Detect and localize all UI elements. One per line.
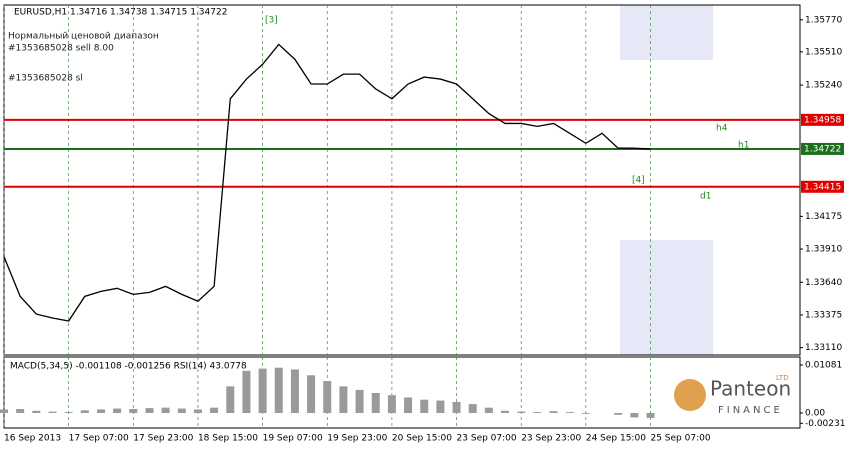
chart-title: EURUSD,H1 1.34716 1.34738 1.34715 1.3472… xyxy=(14,8,227,18)
x-tick-label: 19 Sep 07:00 xyxy=(263,434,323,444)
macd-bar xyxy=(129,408,138,413)
annotation: #1353685028 sell 8.00 xyxy=(8,44,114,54)
macd-bar xyxy=(193,409,202,413)
macd-bar xyxy=(226,386,235,413)
annotation: [3] xyxy=(265,16,278,26)
y-tick-label: 1.35510 xyxy=(805,47,842,57)
annotation: d1 xyxy=(700,192,711,202)
level-label-bg xyxy=(801,142,844,155)
macd-bar xyxy=(404,397,413,413)
macd-bar xyxy=(436,400,445,413)
x-tick-label: 20 Sep 15:00 xyxy=(392,434,452,444)
level-label-bg xyxy=(801,113,844,126)
y-tick-label: 1.33375 xyxy=(805,310,842,320)
x-tick-label: 23 Sep 07:00 xyxy=(457,434,517,444)
logo: Panteon FINANCE LTD xyxy=(674,374,791,416)
macd-bar xyxy=(517,411,526,413)
macd-bar xyxy=(565,412,574,413)
macd-bar xyxy=(387,395,396,413)
macd-bar xyxy=(177,408,186,413)
session-box xyxy=(620,5,713,60)
x-tick-label: 17 Sep 07:00 xyxy=(69,434,129,444)
macd-bar xyxy=(145,408,154,413)
macd-bar xyxy=(501,410,510,413)
macd-bar xyxy=(549,411,558,413)
macd-bar xyxy=(161,407,170,413)
level-label: 1.34415 xyxy=(804,182,841,192)
macd-bar xyxy=(581,412,590,414)
y-tick-label: 1.35770 xyxy=(805,15,842,25)
annotation: h4 xyxy=(716,124,728,134)
macd-bar xyxy=(339,386,348,413)
macd-bar xyxy=(48,411,57,413)
macd-bar xyxy=(630,412,639,418)
macd-bar xyxy=(371,393,380,413)
x-tick-label: 19 Sep 23:00 xyxy=(327,434,387,444)
y-tick-label: 0.01081 xyxy=(805,360,842,370)
logo-icon xyxy=(674,379,706,411)
y-tick-label: 1.35240 xyxy=(805,81,842,91)
annotation: #1353685028 sl xyxy=(8,74,83,84)
macd-bar xyxy=(420,399,429,413)
macd-bar xyxy=(242,370,251,413)
macd-bar xyxy=(113,408,122,413)
y-tick-label: 1.33640 xyxy=(805,278,842,288)
macd-bar xyxy=(258,368,267,413)
x-tick-label: 24 Sep 15:00 xyxy=(586,434,646,444)
annotation: [4] xyxy=(632,176,645,186)
macd-bar xyxy=(307,375,316,413)
logo-name: Panteon xyxy=(710,377,791,401)
x-tick-label: 16 Sep 2013 xyxy=(4,434,61,444)
x-tick-label: 17 Sep 23:00 xyxy=(133,434,193,444)
macd-bar xyxy=(290,369,299,413)
level-label-bg xyxy=(801,180,844,193)
y-tick-label: 1.34175 xyxy=(805,212,842,222)
macd-bar xyxy=(355,389,364,413)
level-label: 1.34722 xyxy=(804,144,841,154)
logo-badge: LTD xyxy=(776,374,789,382)
macd-bar xyxy=(646,412,655,418)
y-tick-label: 0.00 xyxy=(805,408,825,418)
macd-bar xyxy=(96,409,105,413)
macd-bar xyxy=(452,401,461,413)
y-tick-label: 1.33110 xyxy=(805,343,842,353)
macd-bar xyxy=(323,381,332,413)
macd-bar xyxy=(0,409,8,413)
level-label: 1.34958 xyxy=(804,115,841,125)
logo-sub: FINANCE xyxy=(718,405,783,416)
macd-bar xyxy=(210,407,219,413)
macd-bar xyxy=(484,407,493,413)
macd-bar xyxy=(64,412,73,413)
price-line xyxy=(3,43,651,322)
macd-bar xyxy=(80,410,89,413)
y-tick-label: -0.002318 xyxy=(805,419,845,429)
indicator-title: MACD(5,34,5) -0.001108 -0.001256 RSI(14)… xyxy=(10,362,247,372)
macd-bar xyxy=(274,367,283,413)
x-tick-label: 23 Sep 23:00 xyxy=(521,434,581,444)
macd-frame xyxy=(3,356,801,429)
x-tick-label: 25 Sep 07:00 xyxy=(650,434,710,444)
session-box xyxy=(620,240,713,355)
macd-bar xyxy=(16,408,25,413)
annotation: Нормальный ценовой диапазон xyxy=(8,32,159,42)
y-tick-label: 1.33910 xyxy=(805,245,842,255)
x-tick-label: 18 Sep 15:00 xyxy=(198,434,258,444)
macd-bar xyxy=(468,404,477,413)
macd-bar xyxy=(32,410,41,413)
annotation: h1 xyxy=(738,141,749,151)
macd-bar xyxy=(533,412,542,413)
macd-bar xyxy=(614,412,623,415)
